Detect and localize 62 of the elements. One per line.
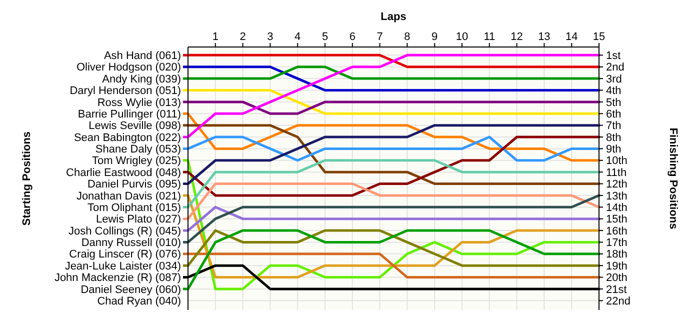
y-tick-label: 16th — [606, 225, 628, 238]
text: Chad Ryan (040) — [97, 296, 181, 308]
y-axis-title: Finishing Positions — [667, 128, 679, 230]
legend-label: Tom Wrigley (025) — [92, 155, 181, 168]
legend-label: Sean Babington (022) — [74, 132, 181, 144]
x-tick-label: 11 — [484, 31, 496, 43]
y-tick-label: 13th — [606, 190, 628, 202]
y-tick-label: 7th — [606, 120, 622, 132]
y-tick-label: 20th — [606, 272, 628, 284]
legend-label: Jean-Luke Laister (034) — [64, 260, 181, 272]
legend-label: Shane Daly (053) — [95, 144, 181, 156]
y-tick-label: 14th — [606, 202, 628, 214]
y-tick-label: 19th — [606, 260, 628, 272]
y-tick-label: 22nd — [606, 296, 630, 308]
x-tick-label: 1 — [212, 31, 218, 43]
y-tick-label: 21st — [606, 284, 627, 296]
legend-label: Tom Oliphant (015) — [87, 202, 181, 214]
y-tick-label: 10th — [606, 155, 628, 168]
legend-label: Jonathan Davis (021) — [76, 190, 181, 202]
legend-label: Daniel Purvis (095) — [87, 178, 181, 191]
legend-label: Ash Hand (061) — [104, 50, 181, 62]
y-tick-label: 9th — [606, 144, 622, 156]
y-tick-label: 2nd — [606, 62, 624, 74]
x-tick-label: 15 — [592, 31, 606, 43]
x-tick-label: 3 — [267, 31, 274, 43]
y-tick-label: 6th — [606, 108, 622, 120]
y-tick-label: 15th — [606, 214, 628, 226]
y-tick-label: 18th — [606, 248, 628, 261]
legend-label: Barrie Pullinger (011) — [78, 108, 181, 120]
x-tick-label: 5 — [322, 31, 328, 43]
legend-label: Craig Linscer (R) (076) — [69, 248, 181, 261]
legend-label: Danny Russell (010) — [81, 237, 181, 250]
x-tick-label: 4 — [294, 31, 301, 43]
x-tick-label: 10 — [456, 31, 468, 43]
legend-label: Andy King (039) — [102, 73, 181, 86]
x-tick-label: 8 — [404, 31, 410, 43]
x-tick-label: 2 — [240, 31, 246, 43]
y-tick-label: 17th — [606, 237, 628, 250]
legend-label: John Mackenzie (R) (087) — [54, 272, 181, 284]
x-tick-label: 9 — [432, 31, 438, 43]
legend-label: Josh Collings (R) (045) — [68, 225, 181, 238]
legend-label: Oliver Hodgson (020) — [76, 62, 181, 74]
legend-label: Charlie Eastwood (048) — [66, 166, 181, 179]
y-tick-label: 8th — [606, 132, 622, 144]
text: Starting Positions — [21, 131, 33, 226]
legend-label: Lewis Seville (098) — [88, 120, 181, 132]
x-tick-label: 13 — [538, 31, 550, 43]
x-tick-label: 12 — [510, 31, 523, 43]
x-tick-label: 6 — [349, 31, 356, 43]
legend-label: Daniel Seeney (060) — [80, 284, 181, 296]
y-tick-label: 4th — [606, 85, 622, 98]
y-tick-label: 5th — [606, 96, 622, 109]
y-tick-label: 12th — [606, 178, 628, 191]
y-tick-label: 1st — [606, 50, 621, 62]
y-tick-label: 3rd — [606, 73, 622, 86]
x-tick-label: 14 — [565, 31, 578, 43]
legend-label: Daryl Henderson (051) — [70, 85, 181, 98]
legend-label: Lewis Plato (027) — [96, 214, 181, 226]
y-tick-label: 11th — [606, 166, 627, 179]
x-axis-title: Laps — [380, 11, 406, 23]
x-tick-label: 7 — [376, 31, 383, 43]
legend-label: Ross Wylie (013) — [97, 96, 181, 109]
